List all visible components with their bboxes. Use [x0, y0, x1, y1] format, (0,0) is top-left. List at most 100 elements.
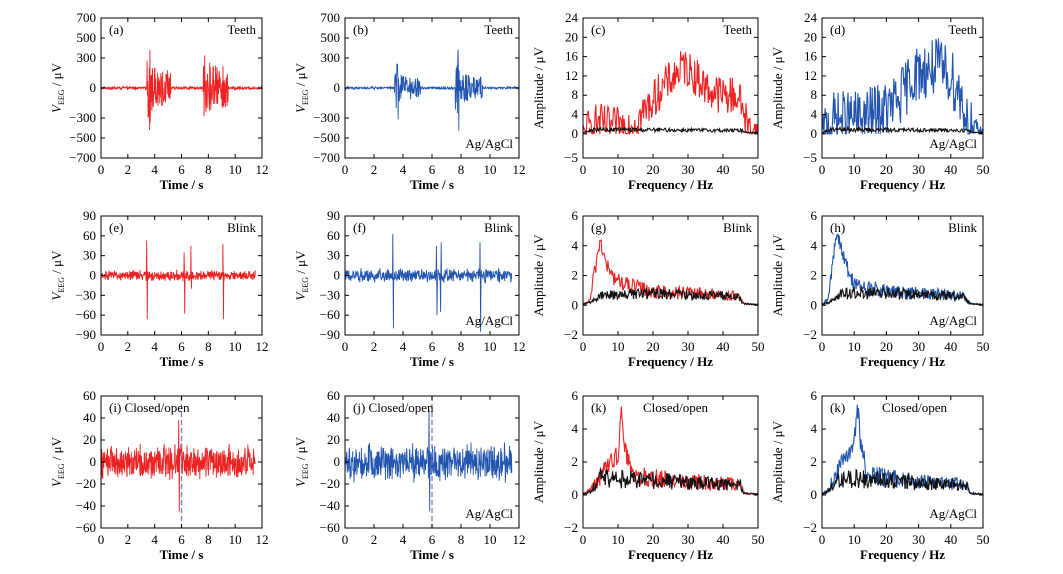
x-tick-label: 4 — [400, 339, 407, 354]
y-tick-label: 6 — [572, 208, 579, 223]
y-tick-label: 20 — [83, 432, 96, 447]
x-tick-label: 0 — [819, 532, 826, 547]
panel-j: 0 2 4 6 8 10 12 −60 −40 −20 0 20 40 60 Time / s VEEG / … — [293, 388, 526, 562]
x-tick-label: 10 — [484, 339, 497, 354]
y-tick-label: 500 — [321, 30, 341, 45]
y-tick-label: 20 — [804, 29, 817, 44]
x-tick-label: 10 — [848, 532, 861, 547]
x-tick-label: 30 — [912, 339, 925, 354]
y-tick-label: 6 — [811, 208, 818, 223]
x-tick-label: 6 — [429, 162, 436, 177]
artifact-label: Teeth — [484, 22, 513, 37]
y-tick-label: 30 — [327, 248, 340, 263]
x-tick-label: 8 — [205, 162, 212, 177]
x-tick-label: 50 — [752, 532, 765, 547]
y-tick-label: 90 — [83, 208, 96, 223]
y-tick-label: 0 — [572, 126, 579, 141]
x-tick-label: 10 — [612, 532, 625, 547]
y-tick-label: 0 — [90, 80, 97, 95]
x-tick-label: 50 — [977, 532, 990, 547]
panel-e: 0 2 4 6 8 10 12 −90 −60 −30 0 30 60 90 Time / s VEEG / … — [49, 208, 269, 369]
y-tick-label: 4 — [572, 107, 579, 122]
panel-label: (k) — [591, 400, 606, 415]
y-tick-label: −90 — [320, 327, 340, 342]
x-tick-label: 20 — [647, 162, 660, 177]
x-tick-label: 12 — [513, 162, 526, 177]
y-tick-label: 60 — [327, 388, 340, 403]
x-tick-label: 0 — [819, 339, 826, 354]
x-axis-label: Time / s — [410, 177, 454, 192]
y-axis-label: VEEG / μV — [49, 62, 66, 113]
panel-label: (d) — [830, 22, 845, 37]
y-tick-label: −60 — [76, 307, 96, 322]
panel-b: 0 2 4 6 8 10 12 −700 −500 −300 0 300 500 700 Time / s V… — [293, 10, 526, 192]
y-tick-label: 0 — [811, 487, 818, 502]
x-axis-label: Time / s — [410, 547, 454, 562]
y-tick-label: 0 — [334, 80, 341, 95]
y-tick-label: 60 — [83, 228, 96, 243]
y-tick-label: −20 — [76, 476, 96, 491]
y-axis-label: VEEG / μV — [49, 250, 66, 301]
x-tick-label: 40 — [944, 162, 957, 177]
panel-label: (a) — [109, 22, 123, 37]
y-tick-label: 4 — [811, 421, 818, 436]
y-tick-label: −2 — [803, 327, 817, 342]
x-tick-label: 40 — [717, 162, 730, 177]
series-black-line — [582, 468, 759, 496]
x-tick-label: 0 — [580, 532, 587, 547]
x-tick-label: 4 — [400, 162, 407, 177]
panel-label: (i) Closed/open — [109, 400, 190, 415]
x-tick-label: 30 — [912, 162, 925, 177]
y-tick-label: 2 — [572, 268, 579, 283]
x-tick-label: 2 — [125, 532, 132, 547]
y-tick-label: 6 — [811, 388, 818, 403]
x-tick-label: 8 — [205, 532, 212, 547]
plot-frame — [821, 17, 984, 159]
x-tick-label: 0 — [98, 339, 105, 354]
electrode-label: Ag/AgCl — [465, 506, 513, 521]
series-blue-line — [344, 409, 513, 512]
y-tick-label: −500 — [69, 130, 96, 145]
x-tick-label: 20 — [880, 339, 893, 354]
y-tick-label: −60 — [320, 520, 340, 535]
y-tick-label: 60 — [83, 388, 96, 403]
y-tick-label: 2 — [811, 454, 818, 469]
x-axis-label: Frequency / Hz — [628, 354, 713, 369]
y-tick-label: −40 — [320, 498, 340, 513]
artifact-label: Closed/open — [643, 400, 708, 415]
panel-a: 0 2 4 6 8 10 12 −700 −500 −300 0 300 500 700 Time / s V… — [49, 10, 269, 192]
y-tick-label: 90 — [327, 208, 340, 223]
y-tick-label: −60 — [320, 307, 340, 322]
y-axis-label: Amplitude / μV — [531, 46, 546, 129]
panel-label: (j) Closed/open — [353, 400, 434, 415]
artifact-label: Blink — [484, 220, 513, 235]
x-tick-label: 2 — [371, 339, 378, 354]
y-tick-label: 24 — [565, 10, 579, 25]
y-tick-label: 60 — [327, 228, 340, 243]
x-tick-label: 2 — [125, 162, 132, 177]
series-blue-line — [821, 38, 984, 135]
series-black-line — [821, 125, 984, 135]
x-tick-label: 50 — [977, 339, 990, 354]
y-tick-label: −2 — [564, 520, 578, 535]
x-tick-label: 0 — [580, 339, 587, 354]
x-tick-label: 20 — [647, 339, 660, 354]
panel-i: 0 2 4 6 8 10 12 −60 −40 −20 0 20 40 60 Time / s VEEG / … — [49, 388, 269, 562]
y-axis-label: Amplitude / μV — [531, 420, 546, 503]
y-tick-label: −20 — [320, 476, 340, 491]
y-tick-label: −30 — [320, 287, 340, 302]
x-tick-label: 30 — [682, 162, 695, 177]
y-tick-label: 0 — [90, 268, 97, 283]
y-tick-label: −2 — [564, 327, 578, 342]
x-tick-label: 40 — [717, 339, 730, 354]
plot-frame — [582, 17, 759, 159]
x-axis-label: Time / s — [160, 177, 204, 192]
x-tick-label: 40 — [717, 532, 730, 547]
x-axis-label: Time / s — [410, 354, 454, 369]
x-tick-label: 12 — [256, 339, 269, 354]
x-tick-label: 10 — [484, 532, 497, 547]
x-tick-label: 0 — [819, 162, 826, 177]
x-tick-label: 10 — [848, 339, 861, 354]
